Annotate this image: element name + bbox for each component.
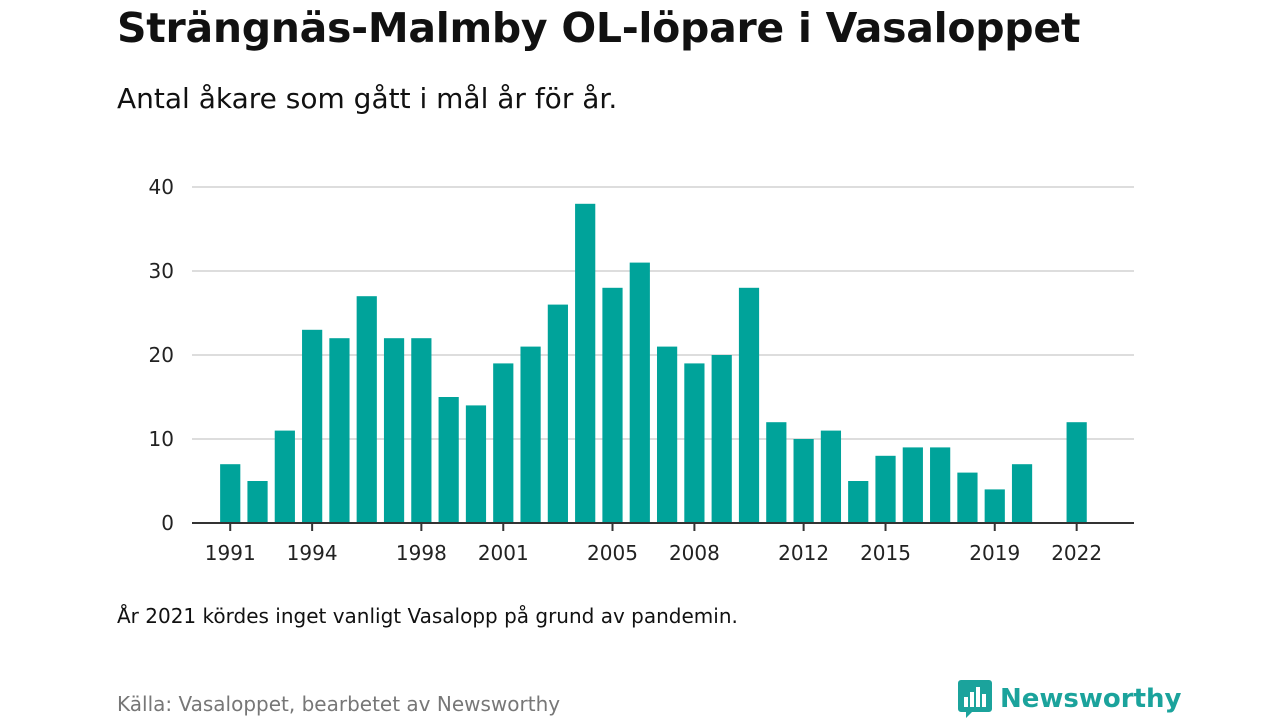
bar	[930, 447, 951, 523]
bar	[684, 363, 705, 523]
y-tick-label: 30	[149, 259, 174, 283]
x-tick-label: 2015	[860, 541, 911, 565]
newsworthy-logo: Newsworthy	[958, 680, 1181, 718]
y-tick-label: 40	[149, 175, 174, 199]
x-tick-label: 2008	[669, 541, 720, 565]
bar	[1066, 422, 1087, 523]
bar	[656, 346, 678, 523]
bar	[411, 338, 432, 523]
y-tick-label: 0	[161, 511, 174, 535]
bars	[220, 203, 1087, 524]
x-tick-label: 2022	[1051, 541, 1102, 565]
bar	[766, 422, 787, 523]
bar	[602, 287, 623, 523]
x-tick-label: 1998	[396, 541, 447, 565]
x-tick-label: 1991	[205, 541, 256, 565]
bar	[547, 304, 568, 523]
source-credit: Källa: Vasaloppet, bearbetet av Newswort…	[117, 692, 561, 716]
bar	[274, 430, 295, 523]
x-tick-label: 1994	[287, 541, 338, 565]
bar	[575, 203, 596, 524]
bar	[984, 489, 1005, 523]
chart-title: Strängnäs-Malmby OL-löpare i Vasaloppet	[117, 4, 1081, 52]
bar	[629, 262, 650, 523]
bar	[493, 363, 514, 523]
newsworthy-logo-icon	[958, 680, 992, 718]
y-tick-label: 20	[149, 343, 174, 367]
bar	[848, 481, 869, 523]
chart-note: År 2021 kördes inget vanligt Vasalopp på…	[117, 604, 738, 628]
bar	[383, 338, 405, 523]
bar	[902, 447, 923, 523]
x-tick-label: 2005	[587, 541, 638, 565]
bar	[738, 287, 760, 523]
bar	[957, 472, 978, 523]
bar	[793, 439, 814, 523]
x-tick-label: 2012	[778, 541, 829, 565]
y-axis-ticks: 0 10 20 30 40	[149, 175, 174, 535]
bar	[220, 464, 241, 523]
bar	[302, 329, 323, 523]
bar-chart: 0 10 20 30 40 1991 1994 1998 2001 2005 2008 2012 20…	[149, 175, 1134, 565]
brand-name: Newsworthy	[1000, 684, 1182, 714]
bar	[247, 481, 268, 523]
x-axis-ticks: 1991 1994 1998 2001 2005 2008 2012 2015 2019 2022	[205, 523, 1102, 565]
bar	[1011, 464, 1033, 523]
bar	[465, 405, 487, 523]
bar	[820, 430, 842, 523]
bar	[356, 296, 377, 523]
chart-subtitle: Antal åkare som gått i mål år för år.	[117, 82, 618, 115]
bar	[711, 355, 732, 523]
bar	[520, 346, 541, 523]
bar	[329, 338, 350, 523]
x-tick-label: 2019	[969, 541, 1020, 565]
y-tick-label: 10	[149, 427, 174, 451]
bar	[438, 397, 459, 523]
bar	[875, 455, 896, 523]
x-tick-label: 2001	[478, 541, 529, 565]
